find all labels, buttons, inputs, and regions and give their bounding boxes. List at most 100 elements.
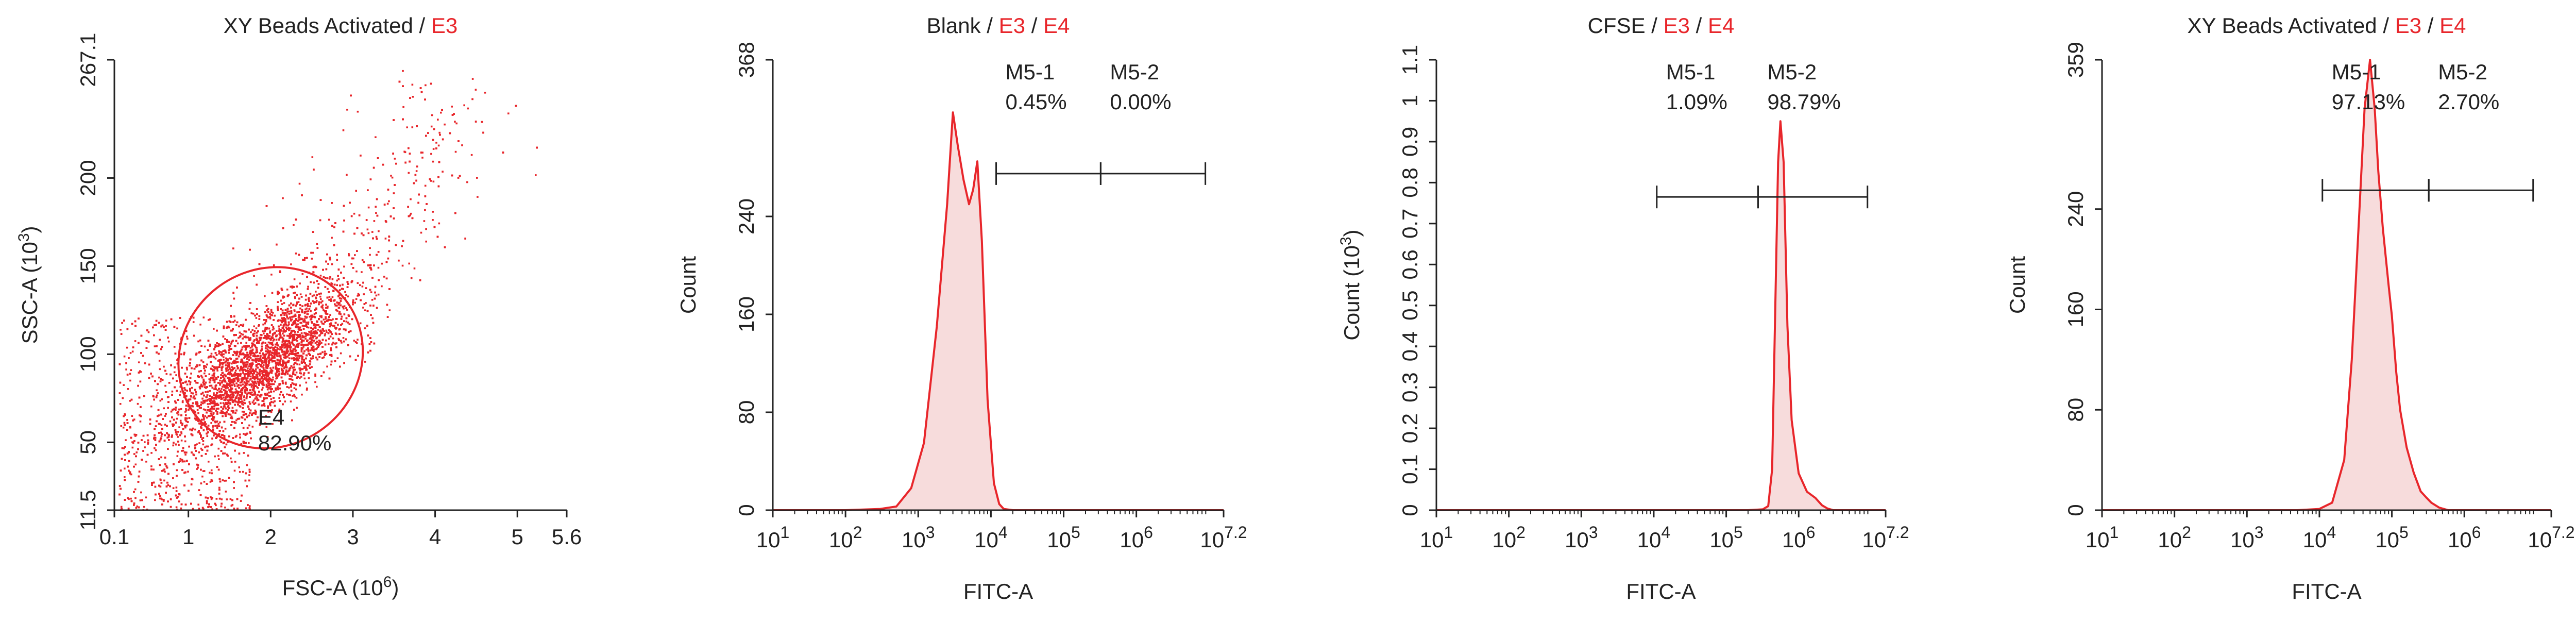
scatter-point	[277, 355, 279, 358]
scatter-point	[299, 282, 301, 284]
scatter-point	[267, 349, 269, 352]
scatter-point	[226, 396, 229, 398]
scatter-point	[205, 423, 207, 425]
scatter-point	[241, 411, 244, 413]
scatter-point	[437, 144, 440, 147]
scatter-point	[236, 352, 238, 355]
scatter-point	[259, 352, 261, 355]
scatter-point	[242, 324, 245, 326]
scatter-point	[331, 237, 333, 239]
scatter-point	[228, 326, 230, 329]
scatter-point	[373, 220, 376, 222]
scatter-point	[355, 342, 358, 344]
scatter-point	[301, 325, 304, 327]
scatter-point	[305, 381, 308, 384]
scatter-point	[303, 312, 306, 314]
scatter-point	[410, 212, 412, 215]
scatter-point	[413, 267, 416, 270]
scatter-point	[275, 364, 277, 366]
scatter-point	[377, 293, 380, 296]
scatter-point	[179, 458, 182, 460]
scatter-point	[282, 363, 284, 365]
scatter-point	[181, 450, 183, 452]
scatter-point	[135, 451, 138, 453]
scatter-point	[287, 360, 290, 362]
scatter-point	[286, 289, 289, 291]
scatter-point	[269, 313, 271, 315]
scatter-point	[273, 383, 275, 385]
scatter-point	[293, 387, 296, 389]
scatter-point	[245, 370, 247, 372]
scatter-point	[330, 363, 332, 366]
scatter-point	[182, 449, 184, 452]
scatter-point	[391, 176, 394, 179]
scatter-point	[410, 277, 413, 279]
scatter-point	[251, 329, 253, 331]
scatter-point	[301, 344, 304, 346]
scatter-point	[129, 379, 131, 382]
scatter-point	[213, 328, 215, 330]
scatter-point	[253, 378, 256, 380]
scatter-point	[353, 340, 355, 342]
scatter-point	[316, 243, 318, 245]
scatter-point	[243, 411, 245, 413]
scatter-point	[455, 122, 457, 125]
scatter-point	[264, 342, 266, 344]
scatter-point	[175, 409, 177, 411]
scatter-point	[127, 388, 129, 390]
scatter-point	[211, 365, 214, 367]
scatter-point	[359, 284, 361, 287]
scatter-point	[474, 89, 477, 91]
scatter-point	[248, 401, 251, 403]
scatter-point	[321, 332, 324, 334]
scatter-point	[338, 294, 341, 296]
scatter-point	[207, 445, 209, 448]
scatter-point	[178, 444, 180, 446]
scatter-point	[136, 505, 139, 508]
scatter-point	[297, 344, 300, 346]
scatter-point	[266, 392, 268, 395]
scatter-point	[296, 343, 298, 346]
scatter-point	[298, 363, 301, 366]
scatter-point	[231, 407, 234, 409]
scatter-point	[284, 400, 286, 402]
scatter-point	[345, 321, 348, 323]
scatter-point	[330, 282, 333, 284]
scatter-point	[310, 281, 312, 283]
scatter-point	[221, 369, 223, 372]
scatter-point	[263, 377, 266, 379]
scatter-point	[315, 291, 317, 293]
scatter-point	[403, 150, 405, 153]
scatter-point	[234, 360, 236, 362]
scatter-point	[305, 367, 308, 370]
scatter-point	[357, 295, 359, 297]
scatter-point	[214, 455, 216, 458]
scatter-point	[255, 368, 257, 371]
scatter-point	[221, 498, 223, 500]
scatter-point	[221, 388, 223, 390]
scatter-point	[337, 338, 340, 340]
scatter-point	[208, 373, 211, 375]
scatter-point	[244, 418, 246, 421]
scatter-point	[229, 417, 232, 419]
scatter-point	[173, 371, 176, 374]
scatter-point	[223, 353, 225, 356]
scatter-point	[371, 299, 374, 301]
scatter-point	[121, 447, 124, 449]
scatter-point	[184, 440, 187, 443]
scatter-point	[172, 487, 175, 489]
scatter-point	[172, 444, 174, 447]
scatter-point	[286, 316, 288, 318]
scatter-point	[247, 392, 249, 395]
scatter-point	[160, 378, 162, 380]
scatter-point	[454, 150, 457, 153]
scatter-point	[207, 349, 209, 351]
scatter-point	[332, 337, 334, 340]
scatter-point	[234, 377, 236, 380]
scatter-point	[311, 314, 313, 316]
scatter-point	[298, 182, 301, 185]
scatter-point	[355, 298, 358, 300]
scatter-point	[341, 342, 343, 344]
scatter-point	[278, 408, 281, 411]
